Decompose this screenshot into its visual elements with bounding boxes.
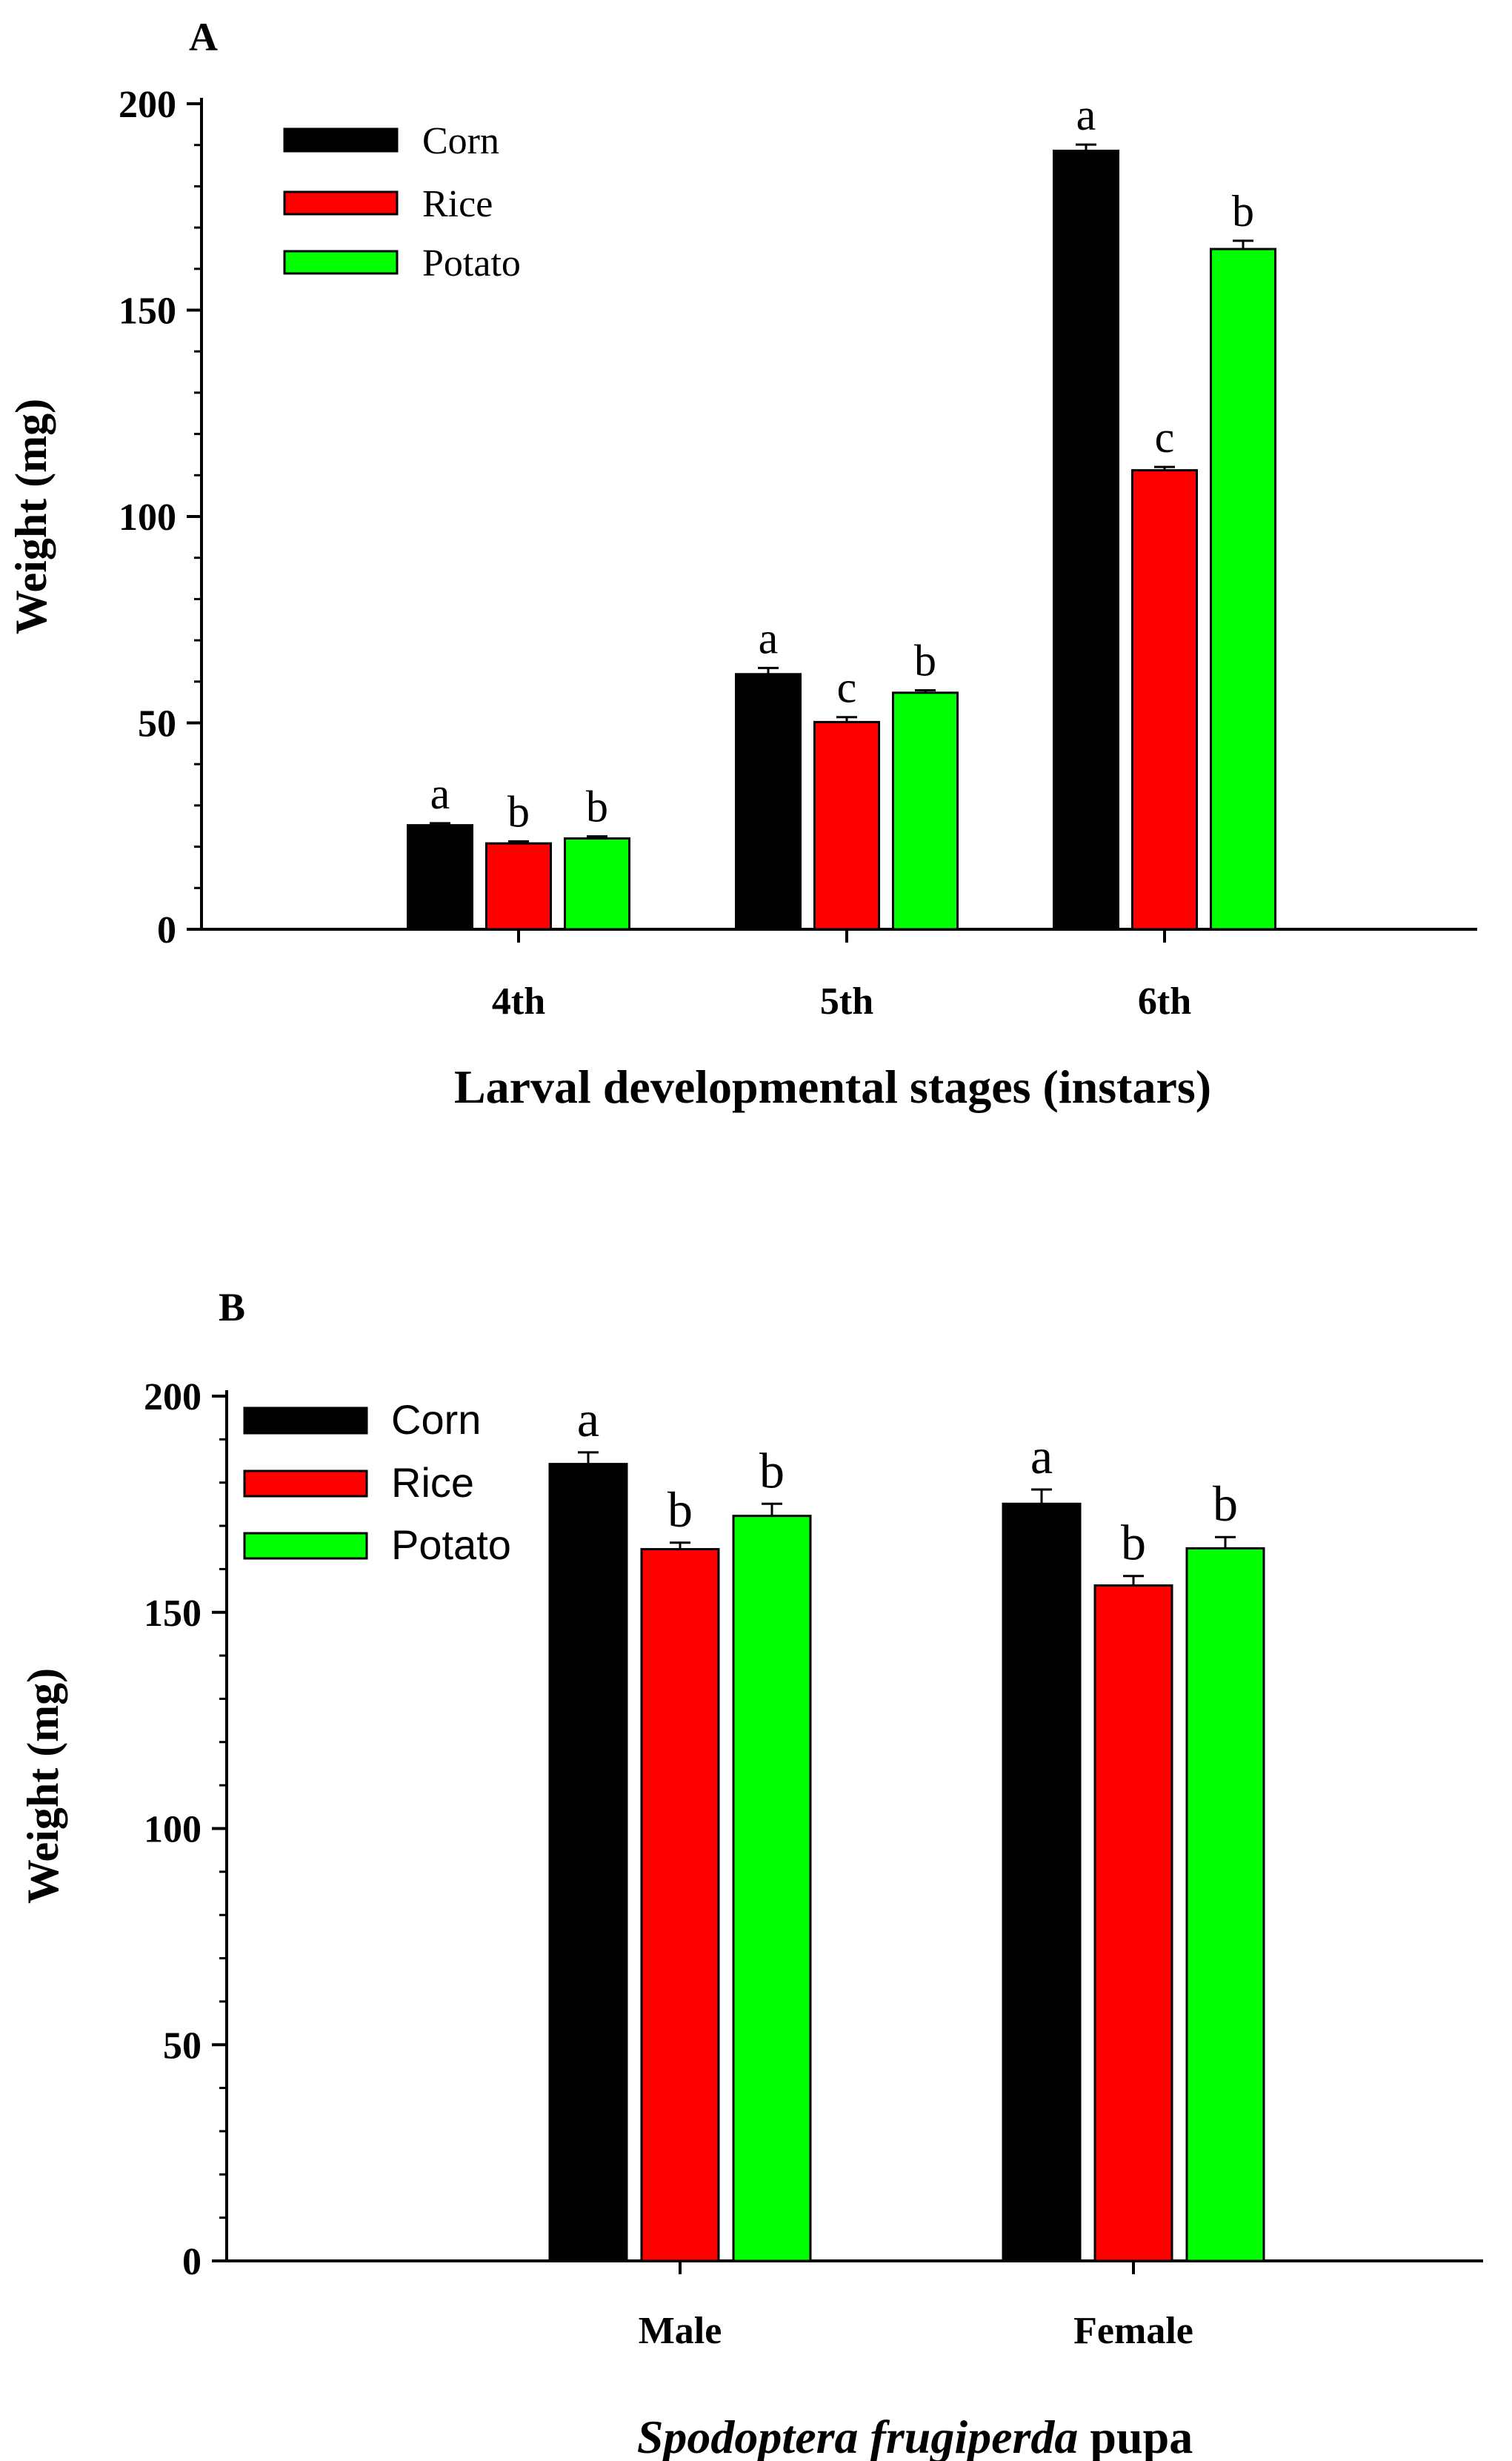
- x-tick-label: 6th: [1138, 980, 1191, 1023]
- y-axis-title: Weight (mg): [7, 399, 56, 634]
- significance-letter: b: [586, 783, 608, 831]
- bar-corn: [1053, 149, 1119, 931]
- significance-letter: b: [667, 1481, 693, 1538]
- significance-letter: a: [577, 1391, 599, 1447]
- significance-letter: a: [1030, 1428, 1053, 1484]
- bar-potato: [564, 837, 630, 931]
- y-tick-label: 150: [144, 1592, 202, 1635]
- y-tick-label: 0: [157, 909, 176, 951]
- x-tick-label: Female: [1073, 2310, 1193, 2352]
- significance-letter: b: [759, 1442, 785, 1498]
- x-tick-label: Male: [639, 2310, 722, 2352]
- significance-letter: a: [759, 614, 779, 662]
- significance-letter: a: [1076, 90, 1096, 139]
- y-tick-label: 0: [182, 2241, 202, 2283]
- significance-letter: a: [430, 769, 450, 818]
- y-tick-label: 50: [138, 703, 176, 745]
- significance-letter: b: [1121, 1515, 1146, 1571]
- x-tick-label: 5th: [820, 980, 873, 1023]
- legend-swatch-potato: [283, 250, 399, 275]
- bar-rice: [813, 720, 880, 931]
- y-tick-label: 100: [144, 1809, 202, 1851]
- panel-a-label: A: [189, 15, 218, 59]
- bar-potato: [1210, 248, 1276, 931]
- y-axis-title: Weight (mg): [19, 1668, 67, 1904]
- y-tick-label: 200: [119, 84, 176, 126]
- significance-letter: b: [507, 787, 530, 836]
- legend-swatch-rice: [243, 1469, 368, 1498]
- significance-letter: b: [1213, 1475, 1238, 1532]
- bar-corn: [548, 1463, 628, 2262]
- x-axis-title: Spodoptera frugiperda pupa: [637, 2411, 1193, 2461]
- panel-a: A 0 50 100 150 200 Weight (mg) 4th a b b 5th a c b 6th a…: [7, 15, 1477, 1113]
- bar-potato: [1185, 1547, 1265, 2262]
- legend-label-potato: Potato: [391, 1521, 511, 1568]
- x-axis-title: Larval developmental stages (instars): [454, 1060, 1211, 1113]
- significance-letter: b: [914, 636, 936, 685]
- panel-b-label: B: [219, 1285, 245, 1329]
- y-tick-label: 50: [163, 2025, 202, 2067]
- bar-potato: [892, 691, 959, 931]
- legend-swatch-potato: [243, 1532, 368, 1560]
- legend-swatch-corn: [283, 127, 399, 153]
- bar-corn: [735, 673, 802, 931]
- y-tick-label: 100: [119, 496, 176, 539]
- legend-label-rice: Rice: [391, 1459, 474, 1506]
- legend-label-corn: Corn: [391, 1396, 481, 1443]
- legend-swatch-rice: [283, 190, 399, 216]
- legend-label-corn: Corn: [422, 120, 499, 162]
- panel-b: B 0 50 100 150 200 Weight (mg) Male a b b Female a b b…: [19, 1285, 1483, 2461]
- significance-letter: c: [837, 663, 857, 712]
- y-tick-label: 150: [119, 290, 176, 333]
- legend-label-potato: Potato: [422, 242, 521, 285]
- y-tick-label: 200: [144, 1376, 202, 1418]
- significance-letter: c: [1155, 413, 1175, 462]
- x-axis-title-rest: pupa: [1078, 2411, 1193, 2461]
- bar-corn: [1002, 1502, 1082, 2262]
- bar-rice: [640, 1548, 720, 2262]
- bar-rice: [485, 842, 552, 931]
- x-axis-title-italic: Spodoptera frugiperda: [637, 2411, 1079, 2461]
- legend-label-rice: Rice: [422, 183, 493, 225]
- bar-rice: [1131, 469, 1198, 931]
- legend-swatch-corn: [243, 1406, 368, 1435]
- significance-letter: b: [1232, 187, 1254, 236]
- bar-potato: [732, 1515, 812, 2262]
- bar-corn: [407, 824, 473, 931]
- x-tick-label: 4th: [492, 980, 545, 1023]
- bar-rice: [1093, 1584, 1173, 2262]
